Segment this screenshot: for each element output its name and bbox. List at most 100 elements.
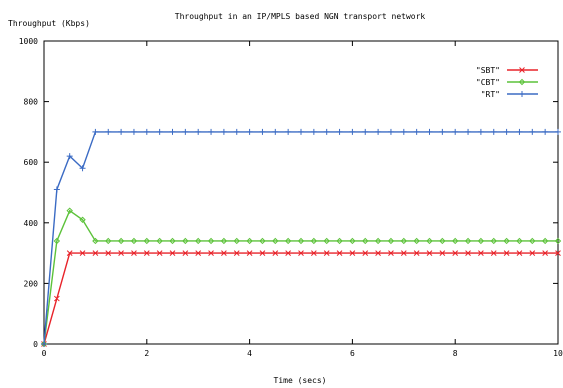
data-point (169, 128, 176, 135)
legend-label: "RT" (481, 90, 500, 99)
data-point (285, 128, 292, 135)
data-point (400, 237, 408, 245)
data-point (220, 128, 227, 135)
data-point (79, 216, 86, 223)
data-point (519, 91, 525, 97)
data-point (259, 237, 266, 245)
data-point (195, 128, 202, 135)
data-point (375, 128, 382, 135)
data-point (220, 237, 228, 245)
data-point (130, 128, 137, 135)
data-point (555, 128, 561, 135)
data-point (323, 250, 330, 256)
data-point (272, 237, 279, 245)
x-tick-label: 6 (350, 349, 355, 358)
data-point (143, 128, 150, 135)
data-point (53, 186, 60, 193)
data-point (452, 128, 459, 135)
data-point (451, 237, 459, 245)
data-point (156, 250, 163, 256)
data-point (92, 128, 99, 135)
data-point (323, 237, 330, 245)
legend-item: "CBT" (476, 78, 538, 87)
data-point (130, 237, 138, 245)
x-tick-label: 8 (453, 349, 458, 358)
data-point (182, 250, 189, 256)
data-point (195, 250, 202, 256)
y-tick-label: 400 (24, 219, 39, 228)
data-point (105, 128, 112, 135)
data-point (92, 237, 99, 245)
data-point (336, 128, 343, 135)
series-line (43, 252, 558, 345)
x-axis-label: Time (secs) (274, 376, 327, 385)
data-point (490, 250, 497, 256)
data-point (336, 250, 343, 256)
data-point (362, 237, 369, 245)
data-point (529, 128, 536, 135)
data-point (66, 153, 73, 160)
legend-label: "SBT" (476, 66, 500, 75)
data-point (413, 237, 420, 245)
series-layer (40, 128, 562, 348)
legend-label: "CBT" (476, 78, 500, 87)
data-point (53, 295, 60, 302)
series-line (43, 209, 558, 345)
data-point (169, 250, 176, 256)
data-point (143, 237, 151, 245)
data-point (259, 250, 266, 256)
data-point (105, 250, 112, 256)
data-point (503, 237, 510, 245)
data-point (387, 237, 395, 245)
data-point (439, 250, 446, 256)
y-tick-label: 800 (24, 98, 39, 107)
legend: "SBT" "CBT" "RT" (476, 66, 538, 99)
data-point (426, 250, 433, 256)
data-point (503, 250, 510, 256)
data-point (233, 250, 240, 256)
data-point (246, 237, 253, 245)
data-point (246, 250, 253, 256)
y-tick-label: 0 (33, 340, 38, 349)
data-point (400, 250, 407, 256)
data-point (208, 250, 214, 256)
legend-item: "RT" (481, 90, 538, 99)
data-point (388, 250, 394, 256)
data-point (349, 250, 356, 256)
data-point (529, 237, 536, 245)
series-2 (41, 128, 561, 347)
data-point (92, 250, 99, 256)
data-point (464, 237, 472, 245)
data-point (349, 237, 356, 245)
legend-item: "SBT" (476, 66, 538, 75)
data-point (323, 128, 330, 135)
data-point (156, 237, 163, 245)
data-point (477, 128, 484, 135)
data-point (465, 250, 471, 256)
data-point (143, 250, 150, 256)
data-point (233, 128, 240, 135)
data-point (66, 250, 73, 256)
data-point (490, 128, 497, 135)
data-point (542, 128, 549, 135)
data-point (310, 250, 317, 256)
x-tick-label: 10 (553, 349, 563, 358)
data-point (298, 250, 304, 256)
x-tick-label: 4 (247, 349, 252, 358)
data-point (169, 237, 176, 245)
x-axis-ticks: 0 2 4 6 8 10 (42, 41, 563, 358)
data-point (272, 128, 279, 135)
data-point (336, 237, 343, 245)
x-tick-label: 2 (144, 349, 149, 358)
data-point (516, 237, 523, 245)
data-point (207, 237, 215, 245)
data-point (208, 128, 215, 135)
data-point (374, 237, 382, 245)
data-point (516, 250, 523, 256)
data-point (297, 237, 305, 245)
data-point (465, 128, 472, 135)
data-point (66, 207, 73, 214)
data-point (41, 341, 47, 347)
data-point (529, 250, 536, 256)
